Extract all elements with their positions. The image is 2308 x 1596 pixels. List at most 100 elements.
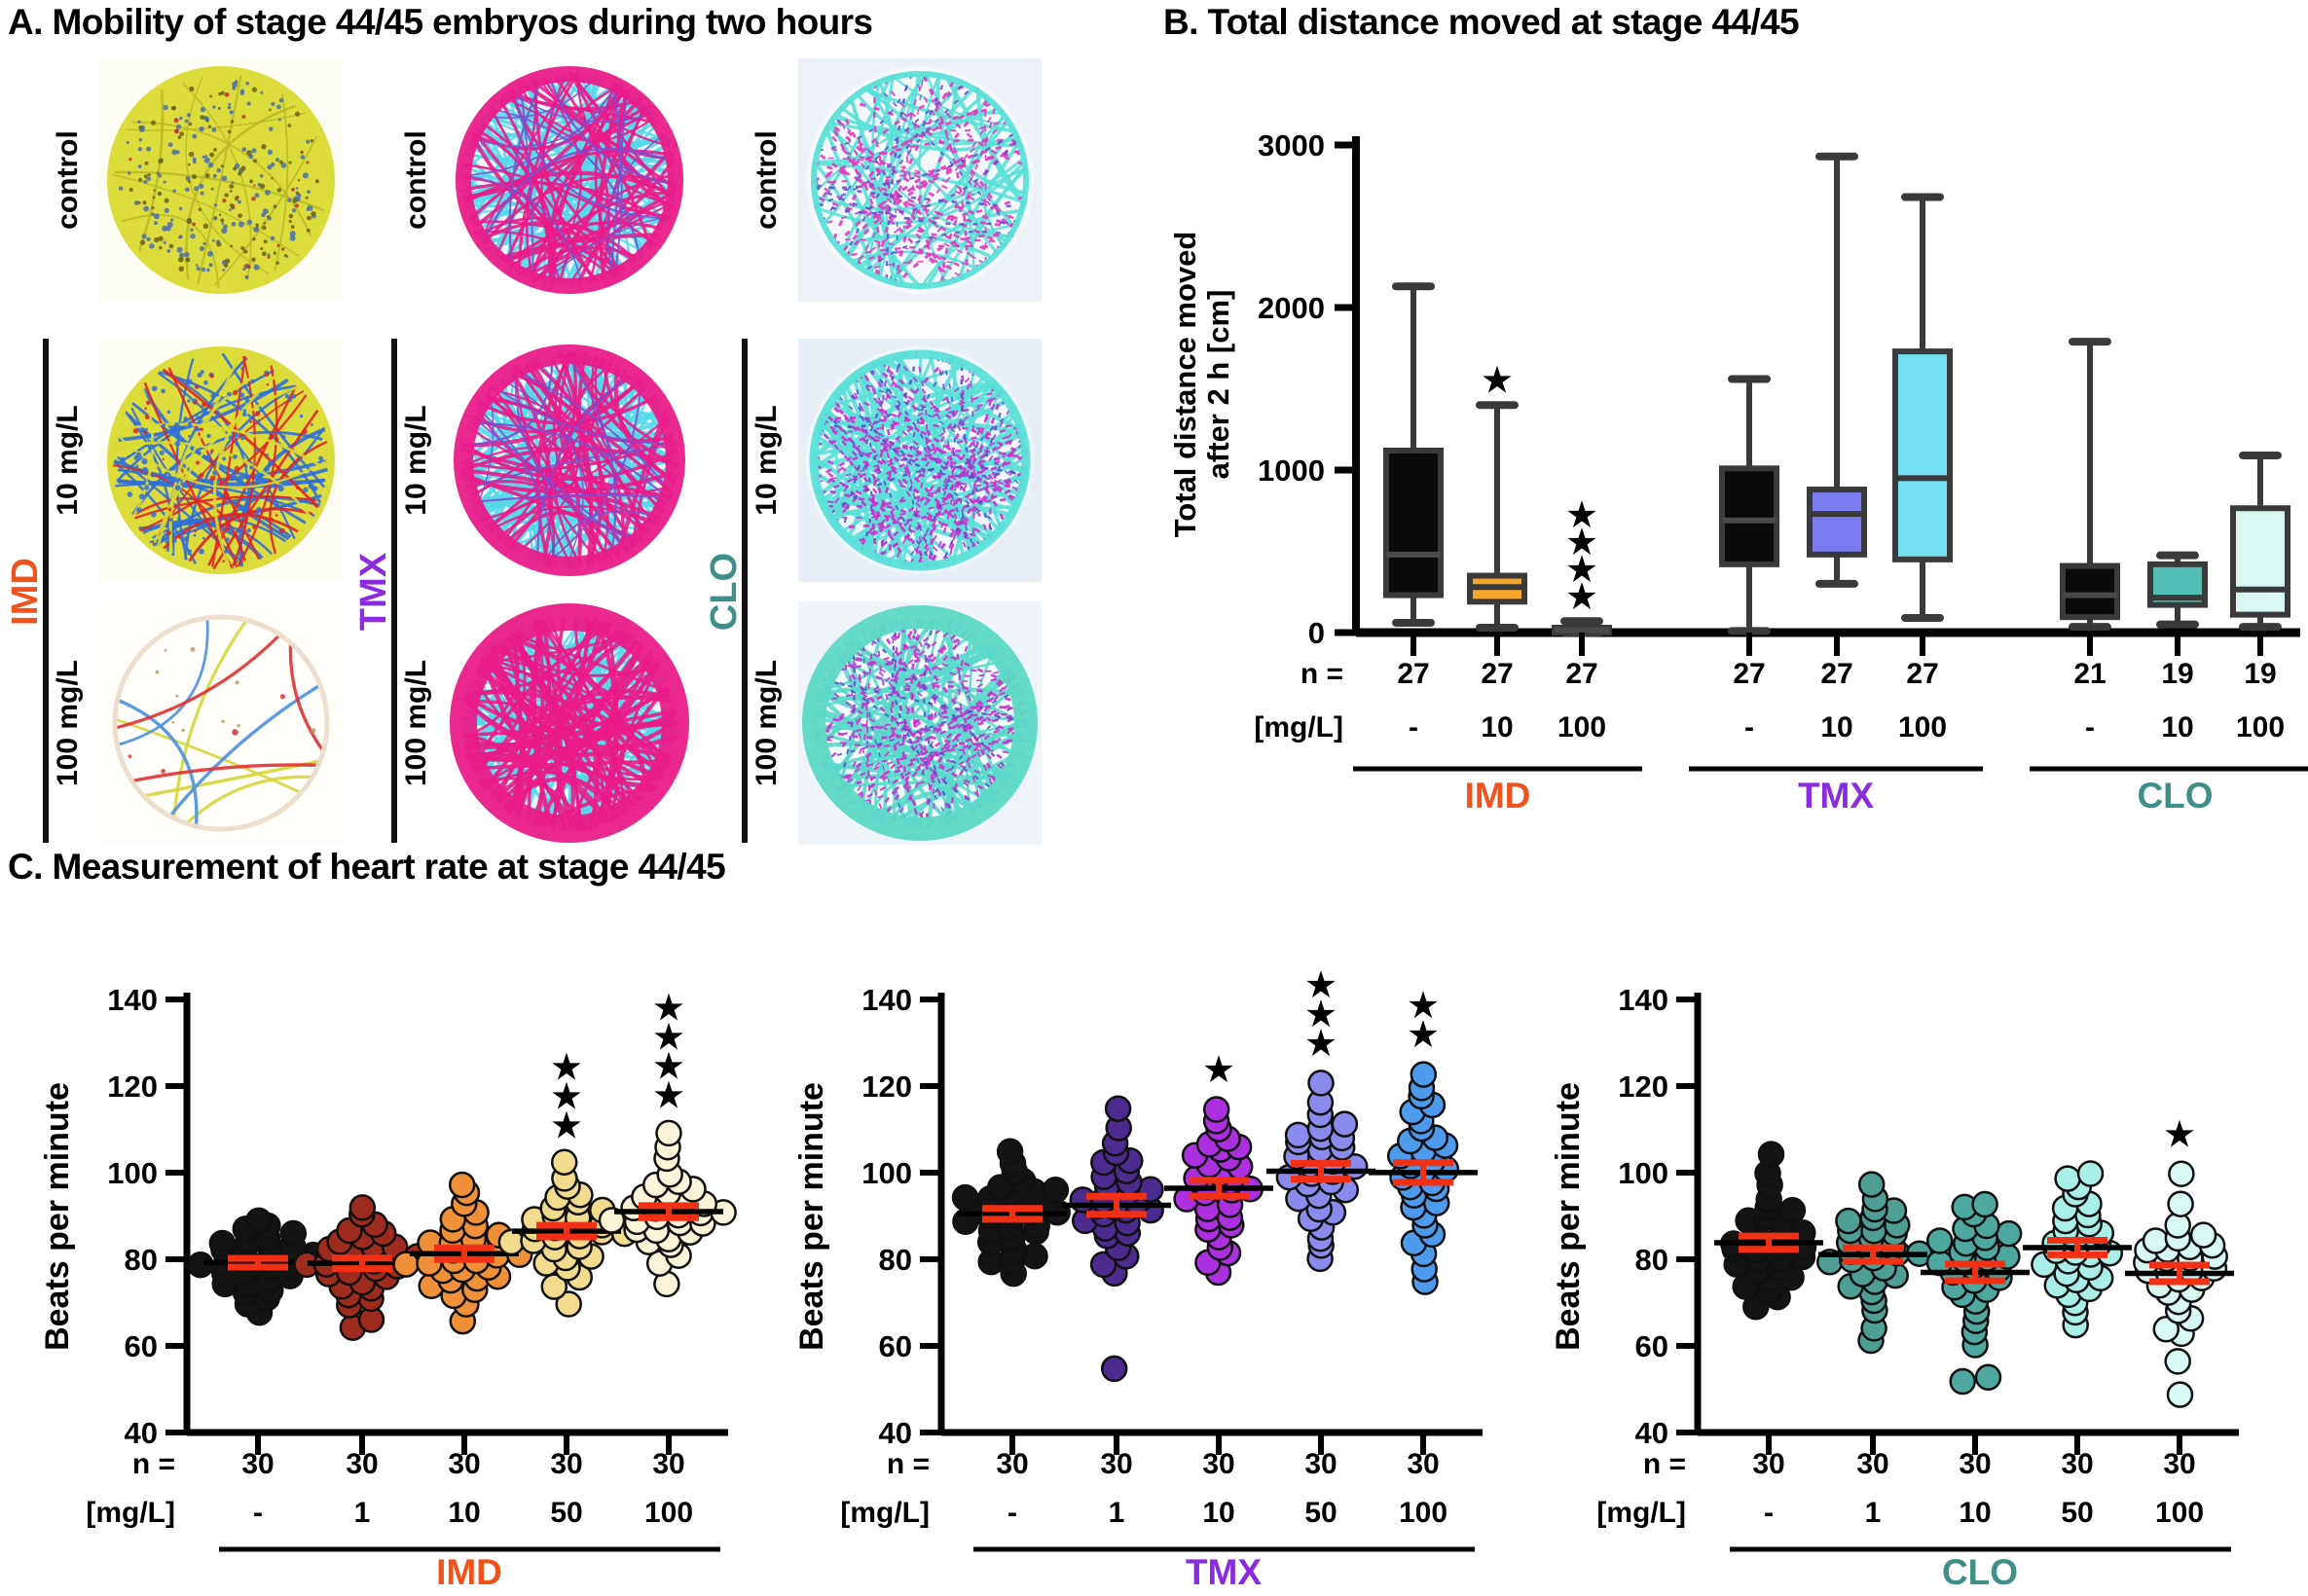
significance-star: ★ [1567,578,1596,615]
dots-TMX-50 [1275,1070,1369,1273]
scatter-chart-IMD: 40 60 80 100 120 140 Beats per minute 30 - 30 1 30 1… [39,983,737,1592]
c-n-value: 30 [1202,1448,1234,1480]
row-label-CLO-0: control [751,130,783,230]
b-conc-value: 100 [2236,711,2285,744]
c-conc-value: 10 [1202,1497,1234,1529]
c-y-tick-label: 140 [107,983,158,1017]
c-n-value: 30 [652,1448,684,1480]
significance-star: ★ [1306,967,1336,1004]
dots-TMX-1 [1069,1095,1164,1383]
dish-tracks [810,71,1028,290]
dish-tracks [461,615,679,833]
c-y-axis-label: Beats per minute [793,1082,830,1351]
c-n-label: n = [132,1448,175,1480]
c-conc-label: [mg/L] [86,1497,175,1529]
c-n-value: 30 [1407,1448,1439,1480]
b-n-value: 27 [1820,658,1852,690]
bracket-CLO [742,339,748,843]
dots-CLO-50 [2031,1160,2124,1339]
c-conc-value: 10 [1959,1497,1991,1529]
significance-star: ★ [1483,362,1512,399]
b-y-tick-label: 3000 [1258,128,1325,163]
chem-label-CLO: CLO [703,552,745,632]
c-conc-label: [mg/L] [840,1497,930,1529]
significance-star: ★ [1306,1026,1336,1063]
b-n-label: n = [1301,658,1343,690]
b-n-value: 19 [2244,658,2276,690]
dish-IMD-control [99,58,343,302]
row-label-TMX-1: 10 mg/L [400,405,432,516]
b-y-axis-label: Total distance movedafter 2 h [cm] [1168,232,1235,538]
c-y-tick-label: 120 [1618,1070,1668,1104]
c-conc-value: 1 [1865,1497,1882,1529]
c-y-tick-label: 60 [879,1329,912,1363]
b-conc-value: - [1744,711,1754,744]
boxplot-chart: 0 1000 2000 3000 Total distance movedafter 2… [1168,128,2308,816]
significance-star: ★ [654,1048,683,1085]
scatter-chart-CLO: 40 60 80 100 120 140 Beats per minute 30 - 30 1 30 1… [1550,983,2239,1592]
c-conc-value: 100 [2155,1497,2204,1529]
dish-TMX-10mg/L [448,339,691,582]
c-n-value: 30 [1856,1448,1888,1480]
dish-TMX-control [448,58,691,302]
box-IMD-100: ★★★★ [1552,496,1612,656]
box-TMX-- [1719,375,1779,656]
c-n-value: 30 [2163,1448,2195,1480]
c-y-tick-label: 80 [125,1243,158,1277]
c-conc-value: 1 [354,1497,371,1529]
c-y-tick-label: 120 [107,1070,158,1104]
c-conc-value: - [1764,1497,1774,1529]
c-y-tick-label: 80 [879,1243,912,1277]
c-n-value: 30 [996,1448,1028,1480]
c-conc-value: 1 [1109,1497,1125,1529]
c-n-value: 30 [2061,1448,2093,1480]
c-conc-label: [mg/L] [1596,1497,1686,1529]
b-conc-value: 100 [1898,711,1947,744]
b-group-label: TMX [1798,776,1874,816]
c-n-value: 30 [346,1448,378,1480]
dish-CLO-10mg/L [798,339,1042,582]
c-y-axis-label: Beats per minute [1550,1082,1587,1351]
b-n-value: 27 [1906,658,1938,690]
c-conc-value: 100 [1399,1497,1447,1529]
box-CLO-- [2060,338,2120,656]
c-conc-value: - [1007,1497,1017,1529]
dish-specks [128,646,316,774]
significance-star: ★ [1567,551,1596,588]
dish-specks [118,80,319,279]
c-n-value: 30 [241,1448,274,1480]
c-conc-value: - [253,1497,263,1529]
c-y-tick-label: 140 [861,983,912,1017]
c-y-tick-label: 40 [125,1416,158,1450]
c-n-value: 30 [1100,1448,1132,1480]
box-IMD-10: ★ [1467,362,1527,656]
c-conc-value: 100 [644,1497,693,1529]
b-n-value: 27 [1397,658,1429,690]
c-n-label: n = [887,1448,930,1480]
significance-star: ★ [552,1078,581,1115]
b-conc-label: [mg/L] [1254,711,1343,744]
c-y-tick-label: 100 [861,1156,912,1190]
panel-a-title: A. Mobility of stage 44/45 embryos durin… [8,2,873,42]
c-y-tick-label: 60 [125,1329,158,1363]
row-label-TMX-2: 100 mg/L [400,659,432,787]
dots-CLO-- [1720,1141,1817,1321]
chem-label-TMX: TMX [352,552,394,632]
box-CLO-100 [2230,451,2290,656]
panel-b-title: B. Total distance moved at stage 44/45 [1163,2,1800,42]
c-y-tick-label: 60 [1635,1329,1668,1363]
c-y-tick-label: 100 [1618,1156,1668,1190]
b-n-value: 27 [1481,658,1513,690]
box-CLO-10 [2147,551,2208,656]
dish-tracks [460,71,678,290]
row-label-IMD-1: 10 mg/L [52,405,84,516]
significance-star: ★ [654,1077,683,1114]
bracket-TMX [391,339,397,843]
panel-b: B. Total distance moved at stage 44/45 0… [1154,0,2308,847]
significance-star: ★ [1204,1051,1233,1088]
b-y-tick-label: 0 [1308,616,1325,650]
c-y-axis-label: Beats per minute [39,1082,76,1351]
row-label-CLO-1: 10 mg/L [751,405,783,516]
chem-label-IMD: IMD [4,558,46,626]
